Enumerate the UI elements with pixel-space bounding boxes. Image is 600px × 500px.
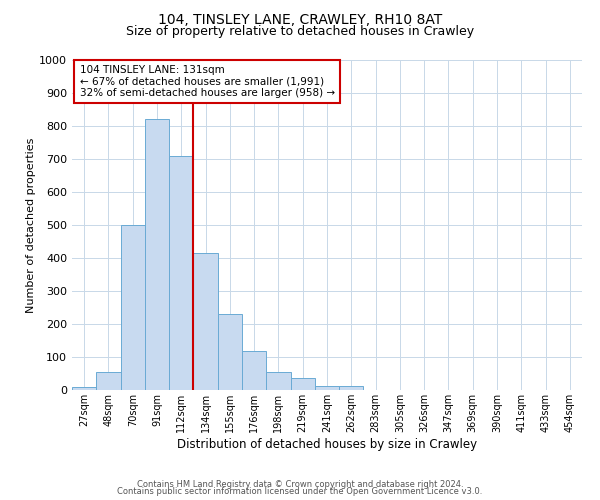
Bar [193, 253, 218, 390]
Text: Contains public sector information licensed under the Open Government Licence v3: Contains public sector information licen… [118, 488, 482, 496]
Bar [169, 156, 193, 390]
Bar [121, 225, 145, 390]
Text: Size of property relative to detached houses in Crawley: Size of property relative to detached ho… [126, 25, 474, 38]
Y-axis label: Number of detached properties: Number of detached properties [26, 138, 37, 312]
Bar [96, 372, 121, 390]
Text: 104 TINSLEY LANE: 131sqm
← 67% of detached houses are smaller (1,991)
32% of sem: 104 TINSLEY LANE: 131sqm ← 67% of detach… [80, 65, 335, 98]
Text: Contains HM Land Registry data © Crown copyright and database right 2024.: Contains HM Land Registry data © Crown c… [137, 480, 463, 489]
Bar [145, 120, 169, 390]
Bar [242, 351, 266, 390]
Bar [290, 378, 315, 390]
Bar [266, 372, 290, 390]
X-axis label: Distribution of detached houses by size in Crawley: Distribution of detached houses by size … [177, 438, 477, 450]
Bar [315, 386, 339, 390]
Bar [218, 314, 242, 390]
Bar [339, 386, 364, 390]
Text: 104, TINSLEY LANE, CRAWLEY, RH10 8AT: 104, TINSLEY LANE, CRAWLEY, RH10 8AT [158, 12, 442, 26]
Bar [72, 388, 96, 390]
